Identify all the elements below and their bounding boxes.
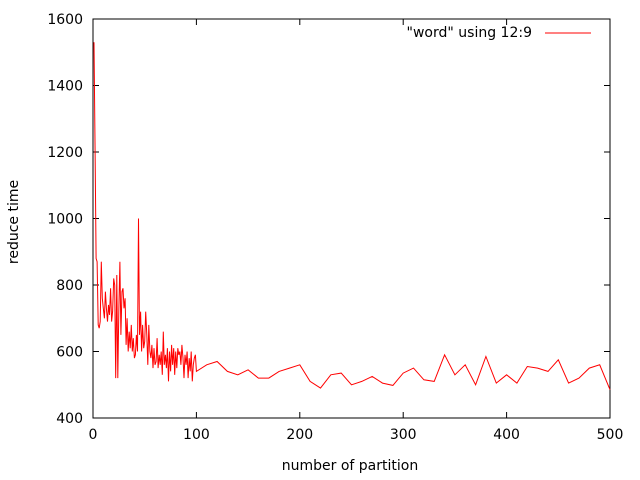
- y-tick-label: 400: [56, 411, 83, 427]
- series-line-0: [93, 42, 611, 390]
- y-tick-label: 800: [56, 278, 83, 294]
- legend: "word" using 12:9: [407, 25, 591, 41]
- x-axis-ticks: 0 100 200 300 400 500: [89, 19, 624, 443]
- y-axis-ticks: 400 600 800 1000 1200 1400 1600: [47, 12, 610, 427]
- y-tick-label: 600: [56, 345, 83, 361]
- x-axis-title: number of partition: [282, 458, 418, 474]
- x-tick-label: 400: [493, 427, 520, 443]
- legend-label: "word" using 12:9: [407, 25, 532, 41]
- x-tick-label: 100: [183, 427, 210, 443]
- x-tick-label: 200: [286, 427, 313, 443]
- y-tick-label: 1600: [47, 12, 83, 28]
- series-layer: [93, 42, 611, 390]
- x-tick-label: 300: [390, 427, 417, 443]
- x-tick-label: 500: [597, 427, 624, 443]
- y-tick-label: 1400: [47, 79, 83, 95]
- plot-frame: [92, 18, 611, 419]
- y-tick-label: 1200: [47, 145, 83, 161]
- y-axis-title: reduce time: [6, 180, 22, 264]
- y-tick-label: 1000: [47, 212, 83, 228]
- x-tick-label: 0: [89, 427, 98, 443]
